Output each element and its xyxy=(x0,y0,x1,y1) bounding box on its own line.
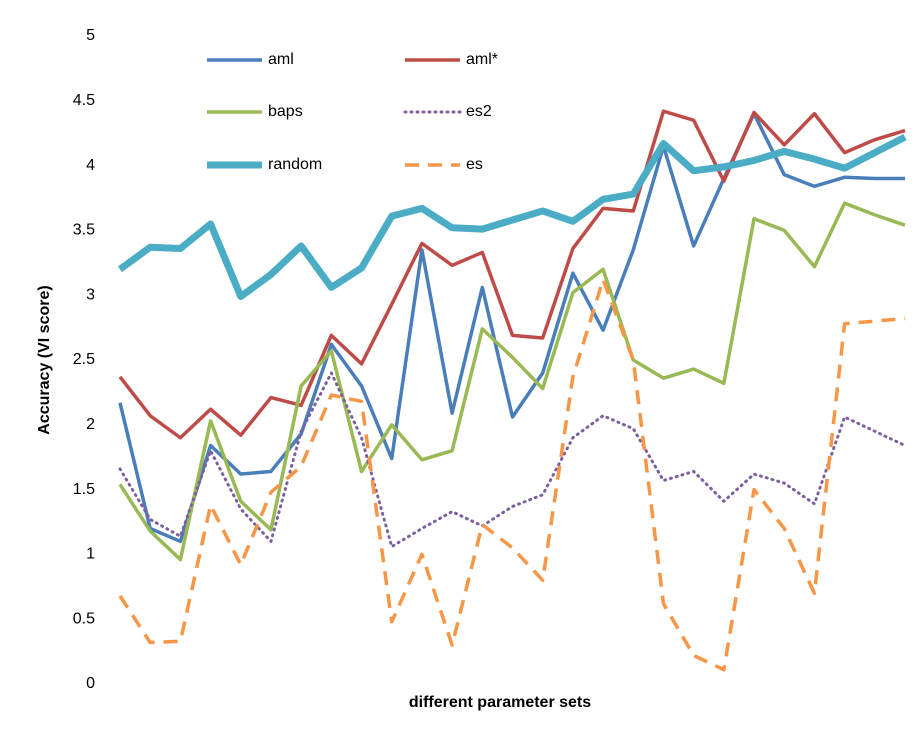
y-tick-label: 5 xyxy=(86,27,95,44)
y-tick-label: 4.5 xyxy=(73,92,95,109)
series-line xyxy=(118,371,907,549)
y-tick-label: 2 xyxy=(86,416,95,433)
x-axis-label: different parameter sets xyxy=(409,694,591,711)
y-tick-label: 3.5 xyxy=(73,222,95,239)
y-tick-label: 2.5 xyxy=(73,351,95,368)
y-tick-label: 1.5 xyxy=(73,481,95,498)
series-line xyxy=(118,112,905,544)
y-axis-label: Accuracy (VI score) xyxy=(36,285,53,434)
legend-label: es xyxy=(466,156,483,173)
y-tick-label: 1 xyxy=(86,546,95,563)
y-tick-label: 0.5 xyxy=(73,610,95,627)
series-line xyxy=(117,133,907,300)
legend-label: random xyxy=(268,156,322,173)
series-line xyxy=(118,201,906,562)
series-line xyxy=(118,277,906,672)
y-tick-label: 0 xyxy=(86,675,95,692)
legend-label: es2 xyxy=(466,103,492,120)
series-line xyxy=(118,109,906,440)
legend-label: aml* xyxy=(466,51,498,68)
y-tick-label: 4 xyxy=(86,157,95,174)
legend-label: aml xyxy=(268,51,294,68)
legend-label: baps xyxy=(268,103,303,120)
y-tick-label: 3 xyxy=(86,286,95,303)
